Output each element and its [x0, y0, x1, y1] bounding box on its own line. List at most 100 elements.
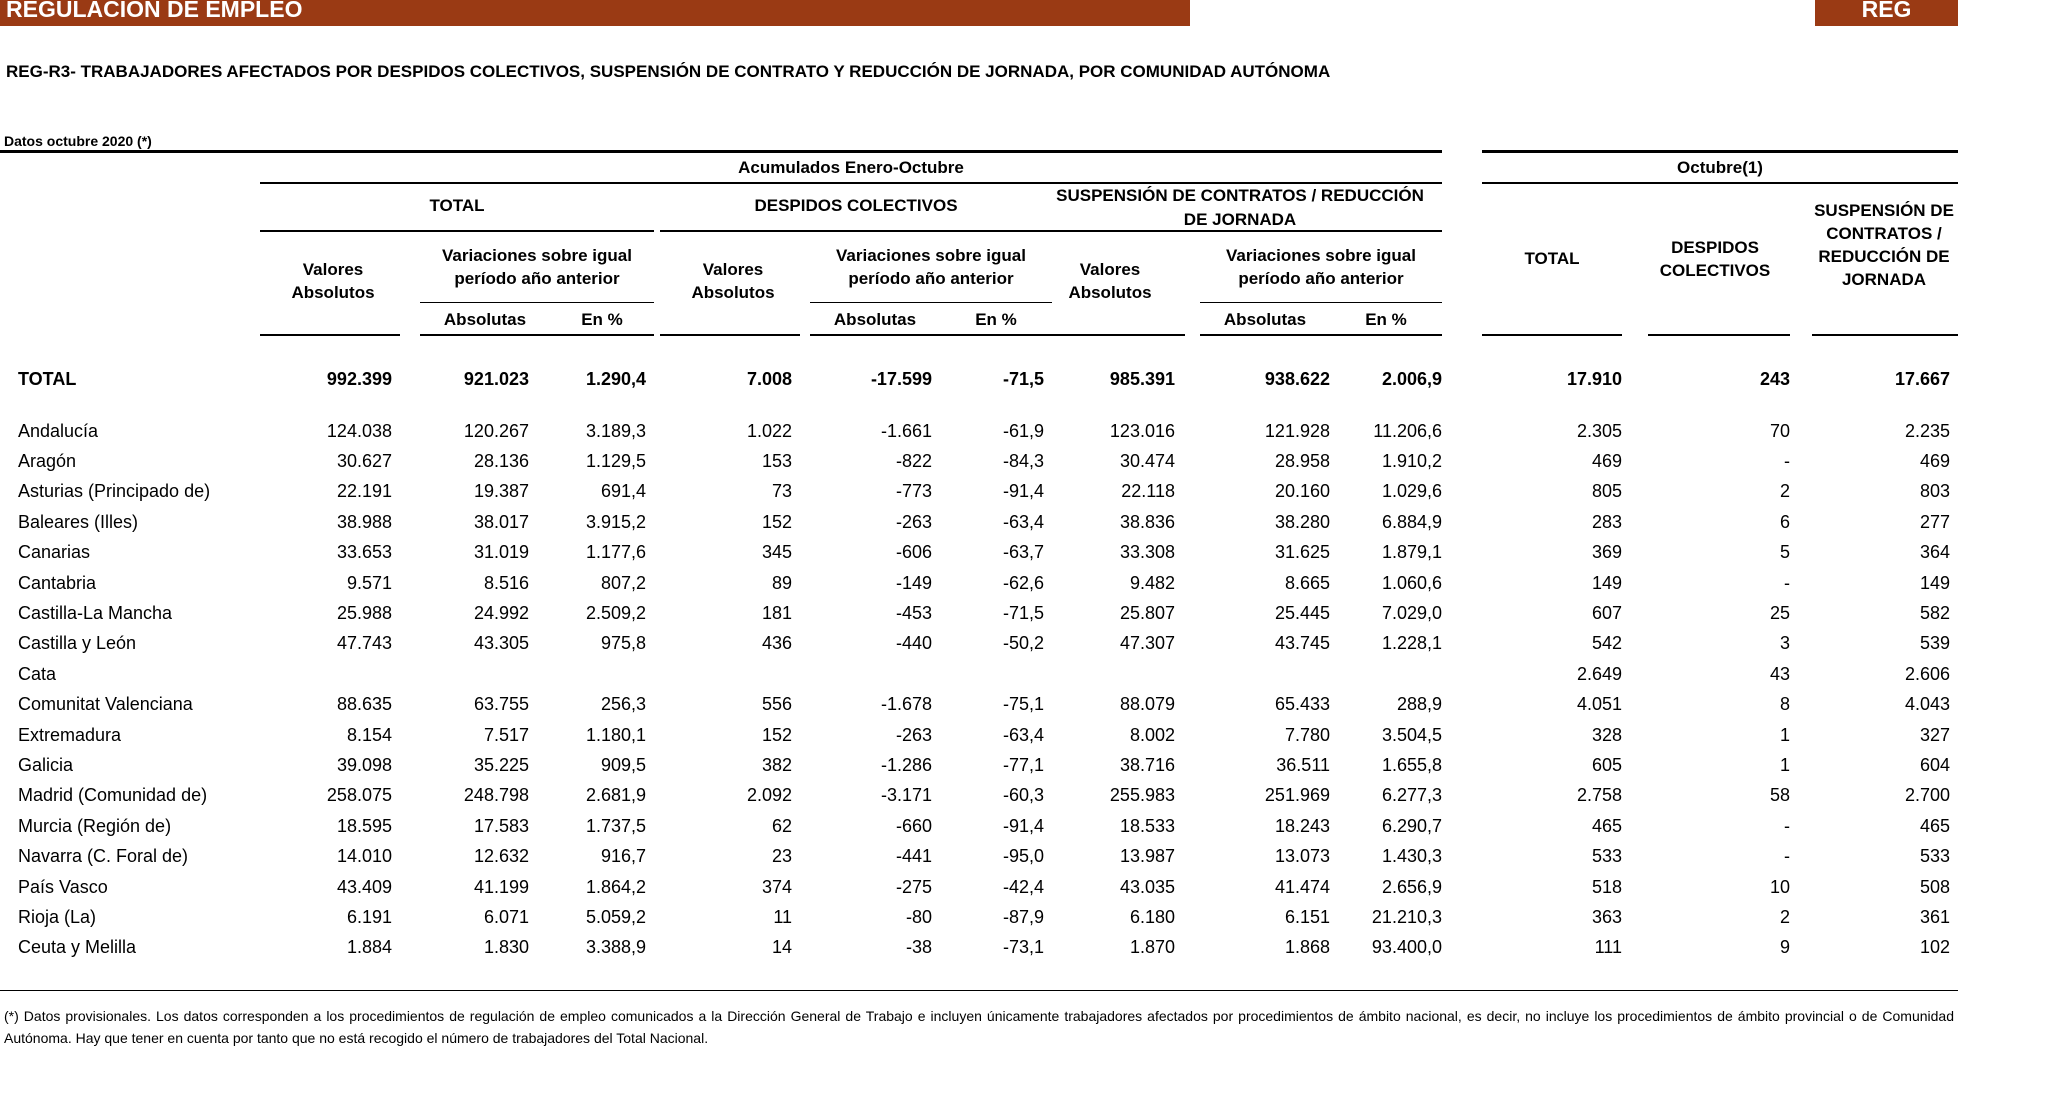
table-row: Murcia (Región de) 18.595 17.583 1.737,5 62 -…	[0, 811, 1958, 841]
value-cell: 469	[1591, 451, 1622, 472]
header-bottom-rule	[1045, 334, 1185, 336]
value-cell: 11	[773, 906, 792, 927]
value-cell: 43.409	[336, 876, 392, 897]
header-divider	[660, 230, 1052, 232]
value-cell: -149	[895, 572, 932, 593]
value-cell: 2.656,9	[1381, 876, 1442, 897]
value-cell: 43.035	[1119, 876, 1175, 897]
value-cell: 604	[1919, 754, 1950, 775]
value-cell: -42,4	[1002, 876, 1044, 897]
region-name-cell: Castilla y León	[18, 633, 137, 654]
region-name-cell: Cantabria	[18, 572, 97, 593]
value-cell: 3	[1779, 633, 1790, 654]
region-name-cell: Andalucía	[18, 420, 99, 441]
value-cell: 2.509,2	[585, 603, 646, 624]
value-cell: -660	[895, 815, 932, 836]
value-cell: 2	[1779, 481, 1790, 502]
region-name-cell: Castilla-La Mancha	[18, 603, 173, 624]
value-cell: 14.010	[336, 846, 392, 867]
region-name-cell: Ceuta y Melilla	[18, 937, 137, 958]
value-cell: 1	[1779, 724, 1790, 745]
value-cell: 909,5	[600, 754, 646, 775]
value-cell: 533	[1919, 846, 1950, 867]
value-cell: 6.071	[483, 906, 529, 927]
value-cell: 1.177,6	[585, 542, 646, 563]
value-cell: 258.075	[326, 785, 392, 806]
value-cell	[400, 659, 537, 689]
value-cell: 8.665	[1284, 572, 1330, 593]
value-cell: 18.533	[1119, 815, 1175, 836]
value-cell: -440	[895, 633, 932, 654]
value-cell: 41.474	[1274, 876, 1330, 897]
region-name-cell: Madrid (Comunidad de)	[18, 785, 208, 806]
region-name-cell: Aragón	[18, 451, 77, 472]
value-cell: 1.228,1	[1381, 633, 1442, 654]
value-cell: 1.884	[346, 937, 392, 958]
value-cell: 181	[761, 603, 792, 624]
header-oct-total: TOTAL	[1524, 249, 1580, 268]
header-bottom-rule	[420, 334, 654, 336]
value-cell: -	[1784, 572, 1790, 593]
header-rule-accumulated	[0, 150, 1442, 153]
value-cell: 807,2	[600, 572, 646, 593]
value-cell: 539	[1919, 633, 1950, 654]
value-cell: 33.308	[1119, 542, 1175, 563]
spacer-cell	[0, 402, 1958, 416]
header-variaciones: Variaciones sobre igual período año ante…	[836, 246, 1026, 288]
value-cell: 6.151	[1284, 906, 1330, 927]
header-divider	[260, 230, 654, 232]
header-bottom-rule	[260, 334, 400, 336]
value-cell: 2.235	[1904, 420, 1950, 441]
value-cell: 975,8	[600, 633, 646, 654]
value-cell: 533	[1591, 846, 1622, 867]
value-cell: 102	[1919, 937, 1950, 958]
value-cell: 542	[1591, 633, 1622, 654]
value-cell: 556	[761, 694, 792, 715]
section-code-badge: REG	[1815, 0, 1958, 26]
header-valores-absolutos: Valores Absolutos	[1068, 260, 1152, 302]
region-name-cell: Galicia	[18, 754, 74, 775]
value-cell: 65.433	[1274, 694, 1330, 715]
value-cell: 93.400,0	[1371, 937, 1442, 958]
header-rule-october	[1482, 150, 1958, 153]
value-cell: -63,7	[1002, 542, 1044, 563]
value-cell: 13.073	[1274, 846, 1330, 867]
value-cell: -75,1	[1002, 694, 1044, 715]
value-cell: -80	[905, 906, 932, 927]
value-cell: -	[1784, 451, 1790, 472]
header-october: Octubre(1)	[1677, 158, 1763, 177]
value-cell: 88.079	[1119, 694, 1175, 715]
value-cell: 89	[771, 572, 792, 593]
value-cell: -263	[895, 511, 932, 532]
region-name-cell: Rioja (La)	[18, 906, 97, 927]
total-row: TOTAL 992.399 921.023 1.290,4 7.008 -17.599 -7…	[0, 356, 1958, 402]
value-cell: 1.022	[746, 420, 792, 441]
table-row: Rioja (La) 6.191 6.071 5.059,2 11 -80 -87,9 6.1…	[0, 902, 1958, 932]
value-cell: -773	[895, 481, 932, 502]
region-name-cell: Cata	[18, 663, 57, 684]
value-cell: 20.160	[1274, 481, 1330, 502]
value-cell: 58	[1769, 785, 1790, 806]
value-cell: 1.870	[1129, 937, 1175, 958]
value-cell: 938.622	[1264, 368, 1330, 389]
table-row: País Vasco 43.409 41.199 1.864,2 374 -275 -42,…	[0, 872, 1958, 902]
value-cell: 153	[761, 451, 792, 472]
value-cell: 1.737,5	[585, 815, 646, 836]
value-cell: 465	[1591, 815, 1622, 836]
value-cell: 9.482	[1129, 572, 1175, 593]
value-cell: -77,1	[1002, 754, 1044, 775]
value-cell: 256,3	[600, 694, 646, 715]
value-cell: 1.868	[1284, 937, 1330, 958]
value-cell: 36.511	[1276, 754, 1330, 775]
value-cell: 43.745	[1274, 633, 1330, 654]
table-row: Navarra (C. Foral de) 14.010 12.632 916,7 23…	[0, 841, 1958, 871]
value-cell: -87,9	[1002, 906, 1044, 927]
region-name-cell: País Vasco	[18, 876, 108, 897]
header-absolutas: Absolutas	[1223, 310, 1307, 329]
value-cell: 23	[771, 846, 792, 867]
value-cell: 465	[1919, 815, 1950, 836]
value-cell: 1.910,2	[1381, 451, 1442, 472]
value-cell: 12.632	[473, 846, 529, 867]
value-cell: 361	[1919, 906, 1950, 927]
value-cell: 149	[1591, 572, 1622, 593]
